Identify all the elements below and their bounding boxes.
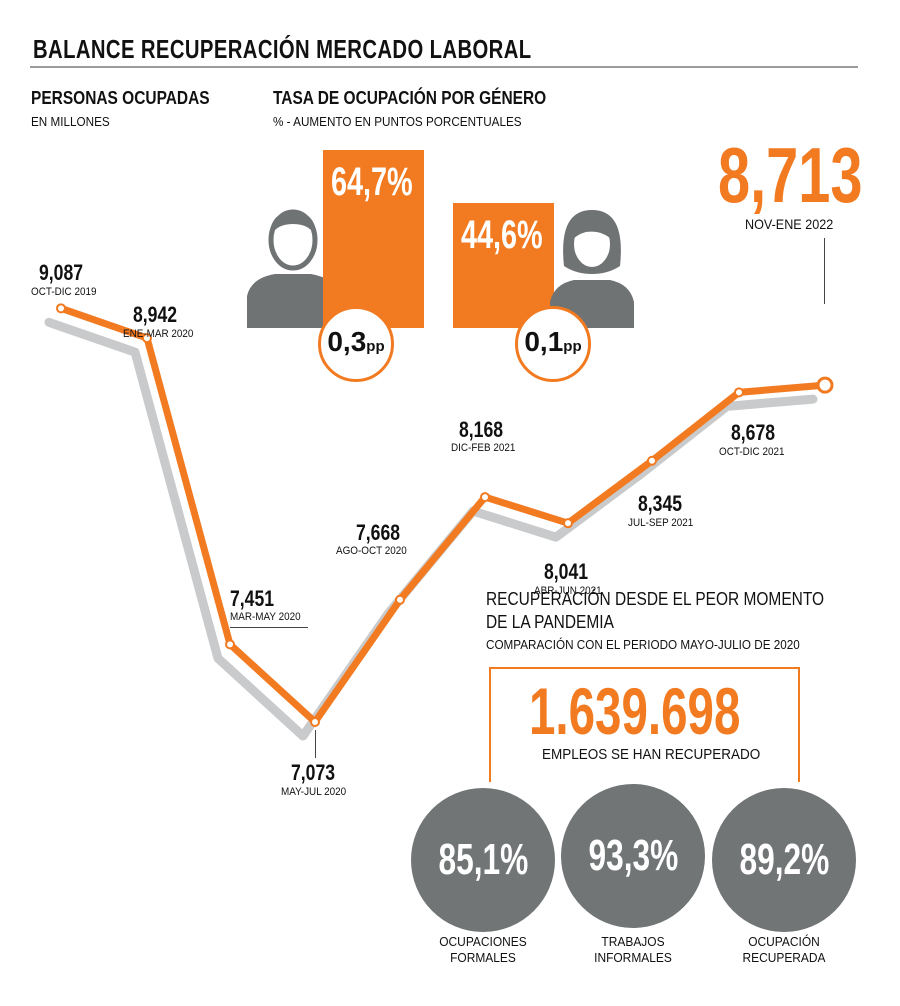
data-label-period-6: ABR-JUN 2021	[534, 585, 602, 598]
min-point-leader	[315, 730, 316, 758]
box-bottom-mask	[491, 767, 798, 785]
recovered-occupation-label: OCUPACIÓN RECUPERADA	[715, 934, 853, 966]
data-point-7	[647, 455, 657, 466]
man-icon	[247, 209, 339, 328]
recovered-occupation-label-line1: OCUPACIÓN	[748, 934, 820, 949]
women-increase-unit: pp	[563, 338, 582, 355]
data-label-period-8: OCT-DIC 2021	[719, 446, 785, 459]
data-point-2	[225, 639, 235, 650]
chart-subtitle: EN MILLONES	[31, 114, 110, 129]
data-label-value-7: 8,345	[638, 490, 683, 516]
data-label-value-8: 8,678	[731, 420, 776, 446]
page-title: BALANCE RECUPERACIÓN MERCADO LABORAL	[33, 34, 532, 64]
recovery-title-line2: DE LA PANDEMIA	[486, 612, 614, 632]
data-point-5	[480, 492, 490, 503]
men-increase-badge: 0,3pp	[318, 306, 394, 382]
gender-title: TASA DE OCUPACIÓN POR GÉNERO	[273, 88, 547, 108]
data-label-period-4: AGO-OCT 2020	[336, 544, 407, 557]
data-point-6	[563, 518, 573, 529]
formal-occupations-label-line1: OCUPACIONES	[439, 934, 527, 949]
data-label-value-4: 7,668	[356, 519, 401, 545]
data-label-value-3: 7,073	[291, 760, 336, 785]
recovered-occupation-circle: 89,2%	[712, 788, 856, 932]
data-label-period-1: ENE-MAR 2020	[123, 328, 194, 341]
data-point-8	[734, 387, 744, 398]
women-increase-value: 0,1	[524, 326, 564, 357]
informal-jobs-label-line2: INFORMALES	[594, 950, 672, 965]
men-rate-value: 64,7%	[331, 160, 413, 204]
men-increase-unit: pp	[366, 338, 385, 355]
recovered-occupation-value: 89,2%	[739, 835, 829, 884]
data-label-period-0: OCT-DIC 2019	[31, 286, 97, 299]
latest-value: 8,713	[718, 131, 863, 219]
data-label-value-2: 7,451	[230, 586, 275, 612]
data-point-3	[310, 717, 320, 727]
title-divider	[30, 66, 858, 68]
formal-occupations-circle: 85,1%	[411, 788, 555, 932]
data-label-period-5: DIC-FEB 2021	[451, 442, 516, 455]
formal-occupations-label-line2: FORMALES	[450, 950, 516, 965]
informal-jobs-value: 93,3%	[588, 831, 678, 880]
recovered-jobs-label: EMPLEOS SE HAN RECUPERADO	[542, 746, 761, 763]
data-point-4	[395, 594, 405, 605]
women-increase-badge: 0,1pp	[515, 306, 591, 382]
informal-jobs-label: TRABAJOS INFORMALES	[564, 934, 702, 966]
men-increase-value: 0,3	[327, 326, 367, 357]
data-label-value-0: 9,087	[39, 260, 84, 286]
latest-value-leader	[824, 238, 825, 304]
informal-jobs-circle: 93,3%	[561, 784, 705, 928]
formal-occupations-value: 85,1%	[438, 835, 528, 884]
data-point-9	[816, 376, 834, 394]
recovery-title-line1: RECUPERACIÓN DESDE EL PEOR MOMENTO	[486, 589, 825, 609]
data-label-period-3: MAY-JUL 2020	[281, 786, 347, 798]
data-label-period-7: JUL-SEP 2021	[628, 516, 694, 529]
label-underline	[230, 627, 308, 629]
latest-period: NOV-ENE 2022	[745, 216, 834, 232]
formal-occupations-label: OCUPACIONES FORMALES	[414, 934, 552, 966]
data-label-value-5: 8,168	[459, 417, 504, 443]
data-label-period-2: MAR-MAY 2020	[230, 611, 301, 624]
woman-icon	[550, 210, 634, 328]
women-rate-bar	[453, 203, 554, 328]
men-rate-bar	[323, 150, 424, 328]
women-rate-value: 44,6%	[461, 213, 543, 257]
data-label-value-6: 8,041	[544, 559, 589, 585]
gender-subtitle: % - AUMENTO EN PUNTOS PORCENTUALES	[273, 114, 522, 129]
recovered-jobs-total: 1.639.698	[529, 674, 741, 748]
recovery-subtitle: COMPARACIÓN CON EL PERIODO MAYO-JULIO DE…	[486, 637, 800, 652]
employment-series-line	[59, 305, 826, 728]
informal-jobs-label-line1: TRABAJOS	[601, 934, 665, 949]
data-point-1	[142, 333, 152, 344]
chart-title: PERSONAS OCUPADAS	[31, 88, 210, 108]
data-point-0	[56, 303, 66, 314]
data-label-value-1: 8,942	[133, 302, 178, 328]
recovered-occupation-label-line2: RECUPERADA	[742, 950, 826, 965]
